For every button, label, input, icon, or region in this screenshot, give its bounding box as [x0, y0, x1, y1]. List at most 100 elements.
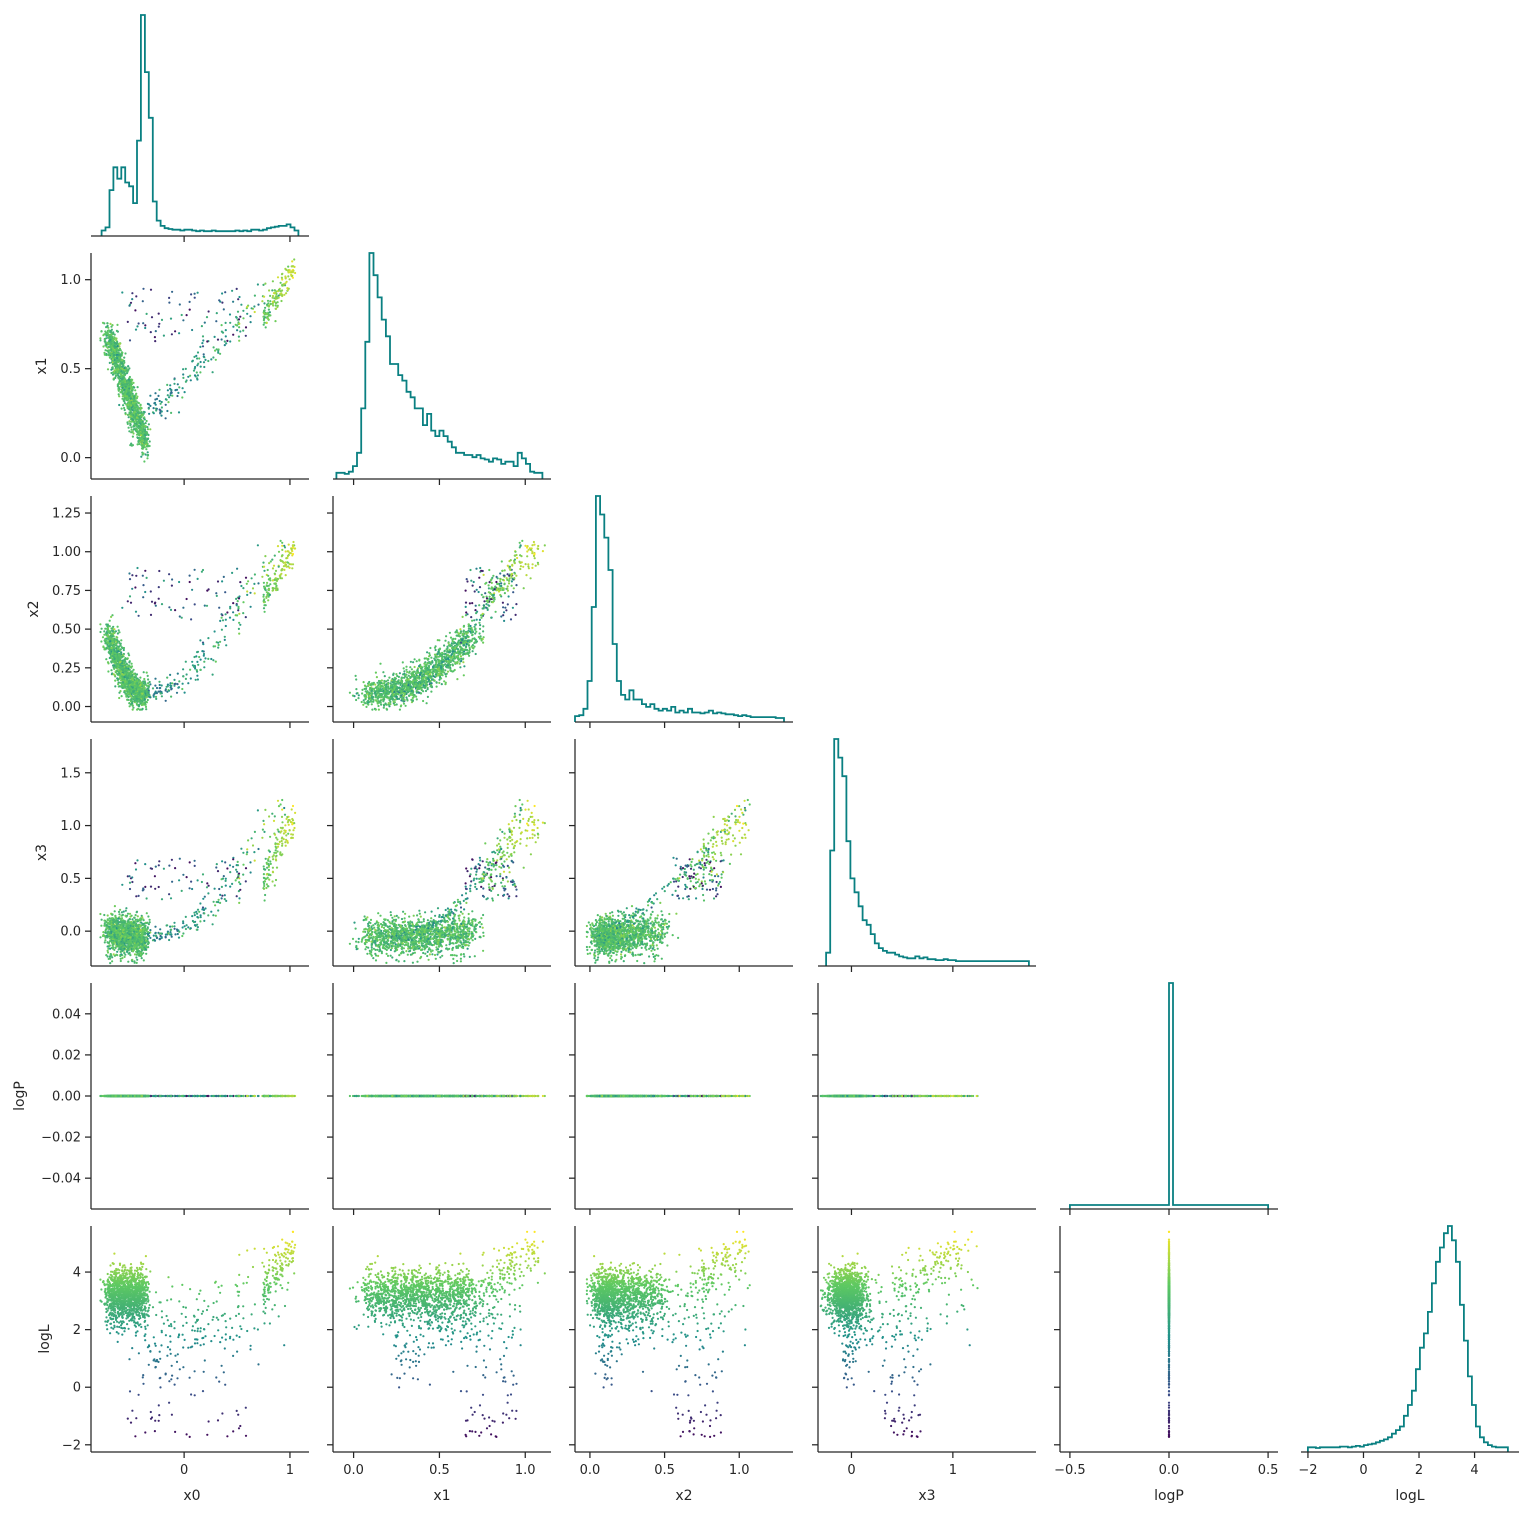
scatter-point: [204, 322, 206, 324]
scatter-point: [136, 700, 138, 702]
scatter-point: [155, 691, 157, 693]
scatter-point: [109, 636, 111, 638]
scatter-point: [154, 340, 156, 342]
scatter-point: [100, 330, 102, 332]
scatter-point: [143, 460, 145, 462]
scatter-point: [232, 602, 234, 604]
hist-x0: [102, 15, 299, 236]
scatter-point: [387, 679, 389, 681]
scatter-point: [138, 322, 140, 324]
scatter-point: [159, 409, 161, 411]
scatter-point: [444, 663, 446, 665]
scatter-point: [468, 641, 470, 643]
scatter-point: [125, 386, 127, 388]
scatter-point: [217, 352, 219, 354]
scatter-point: [355, 699, 357, 701]
scatter-point: [186, 598, 188, 600]
scatter-point: [349, 692, 351, 694]
scatter-point: [504, 569, 506, 571]
scatter-point: [158, 586, 160, 588]
scatter-point: [472, 647, 474, 649]
scatter-point: [196, 661, 198, 663]
scatter-point: [109, 632, 111, 634]
scatter-point: [112, 331, 114, 333]
scatter-point: [278, 566, 280, 568]
scatter-point: [139, 684, 141, 686]
scatter-point: [463, 665, 465, 667]
scatter-point: [132, 705, 134, 707]
scatter-point: [159, 684, 161, 686]
scatter-point: [212, 371, 214, 373]
scatter-point: [250, 606, 252, 608]
scatter-point: [136, 680, 138, 682]
scatter-point: [145, 701, 147, 703]
y-tick-label: 0.0: [60, 451, 81, 466]
scatter-point: [238, 323, 240, 325]
scatter-point: [461, 647, 463, 649]
scatter-point: [206, 340, 208, 342]
scatter-point: [134, 681, 136, 683]
scatter-point: [189, 375, 191, 377]
scatter-point: [139, 440, 141, 442]
scatter-point: [107, 642, 109, 644]
scatter-point: [118, 356, 120, 358]
scatter-point: [215, 320, 217, 322]
scatter-point: [136, 709, 138, 711]
scatter-point: [263, 310, 265, 312]
scatter-point: [221, 292, 223, 294]
scatter-point: [203, 661, 205, 663]
scatter-point: [508, 582, 510, 584]
y-tick-label: 0.5: [60, 362, 81, 377]
scatter-point: [281, 284, 283, 286]
scatter-point: [465, 602, 467, 604]
scatter-point: [126, 421, 128, 423]
scatter-point: [224, 291, 226, 293]
scatter-point: [395, 692, 397, 694]
scatter-point: [122, 377, 124, 379]
y-tick-label: 1.00: [52, 545, 81, 560]
scatter-point: [263, 607, 265, 609]
scatter-point: [394, 679, 396, 681]
scatter-point: [239, 330, 241, 332]
scatter-point: [277, 305, 279, 307]
scatter-point: [202, 569, 204, 571]
scatter-point: [120, 354, 122, 356]
scatter-point: [515, 603, 517, 605]
scatter-point: [424, 657, 426, 659]
scatter-point: [110, 649, 112, 651]
scatter-point: [141, 414, 143, 416]
scatter-point: [118, 671, 120, 673]
scatter-point: [219, 620, 221, 622]
scatter-point: [369, 687, 371, 689]
scatter-point: [154, 398, 156, 400]
scatter-point: [502, 606, 504, 608]
scatter-point: [182, 319, 184, 321]
scatter-point: [225, 335, 227, 337]
scatter-point: [126, 371, 128, 373]
scatter-point: [238, 318, 240, 320]
scatter-point: [142, 300, 144, 302]
scatter-point: [119, 667, 121, 669]
scatter-point: [143, 416, 145, 418]
scatter-point: [511, 585, 513, 587]
scatter-point: [111, 614, 113, 616]
scatter-point: [425, 664, 427, 666]
scatter-point: [253, 305, 255, 307]
scatter-point: [206, 590, 208, 592]
scatter-point: [462, 616, 464, 618]
scatter-point: [395, 673, 397, 675]
scatter-point: [167, 394, 169, 396]
scatter-point: [515, 614, 517, 616]
scatter-point: [116, 651, 118, 653]
scatter-point: [203, 353, 205, 355]
scatter-point: [119, 358, 121, 360]
scatter-point: [488, 598, 490, 600]
scatter-point: [202, 335, 204, 337]
scatter-point: [135, 575, 137, 577]
scatter-point: [189, 581, 191, 583]
scatter-point: [185, 381, 187, 383]
scatter-point: [124, 409, 126, 411]
y-tick-label: 0.25: [52, 661, 81, 676]
scatter-point: [124, 686, 126, 688]
scatter-point: [147, 454, 149, 456]
